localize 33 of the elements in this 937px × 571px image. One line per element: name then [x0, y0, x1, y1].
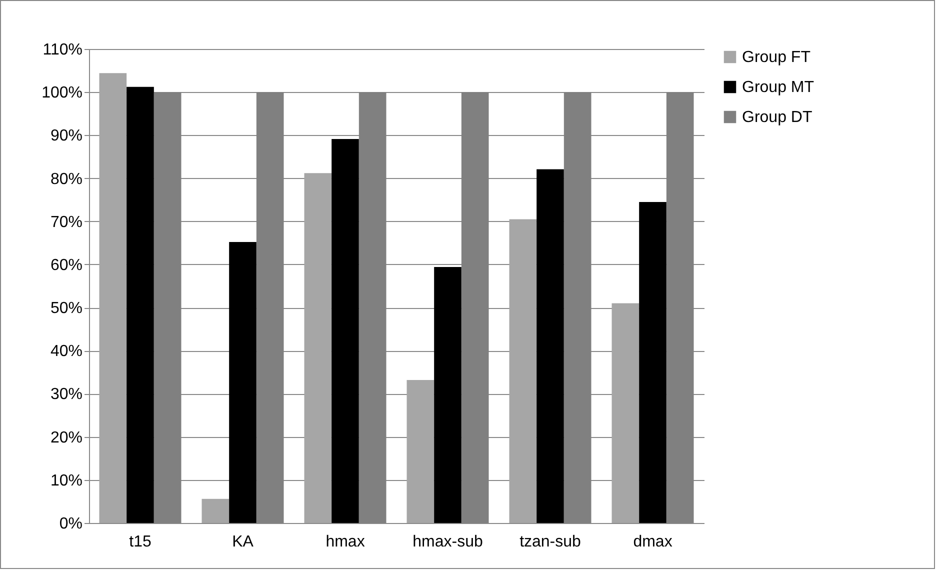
bar	[99, 73, 127, 523]
y-tick-label: 100%	[42, 84, 82, 102]
legend-label: Group FT	[742, 49, 811, 66]
y-tick-label: 50%	[50, 300, 82, 318]
x-tick-label: dmax	[633, 534, 672, 550]
x-tick-label: KA	[232, 534, 254, 550]
bar	[229, 242, 256, 523]
y-tick-label: 0%	[59, 516, 82, 532]
y-tick-label: 70%	[50, 214, 82, 231]
x-tick-label: tzan-sub	[520, 534, 582, 550]
y-tick-label: 60%	[50, 256, 82, 274]
y-tick-label: 80%	[50, 170, 82, 188]
y-tick-label: 10%	[50, 472, 82, 490]
y-tick-label: 90%	[50, 128, 82, 145]
bar	[434, 267, 462, 523]
bar	[509, 219, 537, 523]
bar	[406, 380, 434, 523]
x-tick-label: hmax-sub	[412, 534, 483, 550]
y-tick-label: 30%	[50, 386, 82, 404]
x-tick-label: hmax	[326, 534, 365, 550]
y-tick-label: 40%	[50, 343, 82, 360]
bar	[536, 169, 564, 523]
bar	[126, 86, 154, 523]
y-tick-label: 20%	[50, 429, 82, 446]
legend-label: Group DT	[742, 109, 812, 126]
y-tick-label: 110%	[42, 42, 82, 58]
bar	[304, 173, 332, 523]
bar	[202, 498, 230, 523]
legend-label: Group MT	[742, 79, 814, 96]
bar	[639, 202, 666, 523]
bar	[612, 303, 640, 523]
x-tick-label: t15	[129, 534, 152, 550]
bar	[332, 139, 359, 523]
